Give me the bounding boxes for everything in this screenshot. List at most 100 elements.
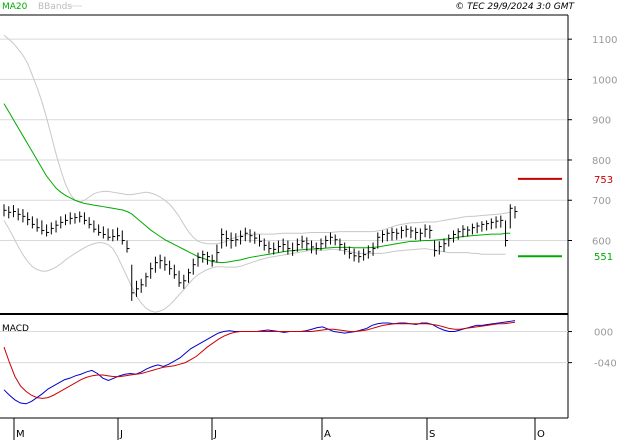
price-bar bbox=[277, 240, 281, 253]
price-bar bbox=[386, 229, 390, 242]
price-bar bbox=[509, 204, 513, 229]
price-bar bbox=[88, 217, 92, 229]
price-bar bbox=[268, 241, 272, 254]
price-bar bbox=[296, 238, 300, 252]
price-tick-label: 700 bbox=[592, 196, 611, 207]
price-bar bbox=[74, 213, 78, 224]
price-levels: 753 551 bbox=[518, 175, 613, 263]
price-bar bbox=[55, 220, 59, 233]
price-bar bbox=[83, 212, 87, 225]
price-bar bbox=[79, 211, 83, 223]
price-tick-label: 600 bbox=[592, 237, 611, 248]
price-bar bbox=[415, 227, 419, 240]
price-bar bbox=[481, 221, 485, 232]
ma20-series bbox=[3, 103, 511, 264]
price-bar bbox=[8, 206, 12, 219]
price-bar bbox=[93, 220, 97, 233]
price-bar bbox=[500, 215, 504, 228]
price-bar bbox=[462, 225, 466, 238]
price-bar bbox=[240, 230, 244, 245]
price-bar bbox=[287, 240, 291, 255]
price-bar bbox=[235, 233, 239, 247]
price-bar bbox=[448, 234, 452, 247]
price-bar bbox=[60, 216, 64, 229]
price-bar bbox=[315, 242, 319, 255]
ma20-line bbox=[3, 103, 511, 264]
price-bar bbox=[17, 208, 21, 221]
price-bar bbox=[471, 223, 475, 235]
price-bar bbox=[131, 264, 135, 301]
price-bar bbox=[206, 251, 210, 265]
macd-y-axis: 000 -040 bbox=[568, 328, 617, 370]
price-bar bbox=[230, 232, 234, 249]
price-y-axis: 1100 1000 900 800 700 600 bbox=[568, 35, 617, 248]
price-bar bbox=[121, 230, 125, 245]
price-bar bbox=[102, 226, 106, 239]
price-bar bbox=[292, 242, 296, 256]
price-bar bbox=[188, 268, 192, 283]
price-bar bbox=[344, 242, 348, 255]
price-bar bbox=[358, 250, 362, 263]
price-bar bbox=[159, 254, 163, 269]
price-bar bbox=[495, 216, 499, 229]
price-bar bbox=[244, 227, 248, 242]
price-bar bbox=[363, 248, 367, 261]
price-bar bbox=[434, 240, 438, 257]
price-bar bbox=[135, 280, 139, 297]
price-tick-label: 900 bbox=[592, 116, 611, 127]
price-bar bbox=[400, 226, 404, 239]
legend-ma20: MA20 bbox=[2, 2, 28, 12]
price-bar bbox=[505, 220, 509, 247]
price-bar bbox=[353, 248, 357, 262]
price-bar bbox=[429, 225, 433, 239]
price-bar bbox=[273, 242, 277, 255]
price-bar bbox=[457, 228, 461, 240]
price-bar bbox=[22, 209, 26, 223]
price-bar bbox=[183, 274, 187, 289]
macd-gridlines bbox=[0, 331, 568, 364]
price-bar bbox=[202, 250, 206, 263]
price-bar bbox=[173, 264, 177, 279]
price-bar bbox=[254, 231, 258, 244]
price-bar bbox=[36, 218, 40, 232]
price-bar bbox=[490, 218, 494, 230]
price-bar bbox=[486, 220, 490, 231]
x-tick-label: J bbox=[119, 429, 123, 440]
price-bar bbox=[410, 226, 414, 239]
price-bar bbox=[438, 241, 442, 255]
price-bar bbox=[367, 245, 371, 259]
price-bar bbox=[140, 278, 144, 293]
price-bar bbox=[31, 216, 35, 229]
price-bar bbox=[382, 230, 386, 243]
price-bar bbox=[325, 235, 329, 248]
price-bar bbox=[46, 224, 50, 237]
price-bar bbox=[301, 235, 305, 249]
price-bar bbox=[339, 238, 343, 251]
macd-lines bbox=[3, 320, 516, 405]
price-tick-label: 1100 bbox=[592, 35, 617, 46]
bollinger-bands bbox=[3, 34, 511, 313]
price-bar bbox=[221, 228, 225, 249]
price-bar bbox=[467, 226, 471, 237]
price-bar bbox=[452, 230, 456, 243]
price-bar bbox=[3, 204, 7, 217]
price-bar bbox=[126, 240, 130, 253]
copyright-stamp: © TEC 29/9/2024 3:0 GMT bbox=[455, 2, 575, 12]
macd-signal-line bbox=[3, 321, 516, 399]
price-bar bbox=[443, 238, 447, 252]
price-level-label: 551 bbox=[594, 252, 613, 263]
bbands-lower bbox=[3, 220, 506, 313]
price-bar bbox=[377, 232, 381, 249]
price-bar bbox=[320, 238, 324, 251]
price-bar bbox=[69, 212, 73, 225]
price-bar bbox=[405, 225, 409, 238]
price-bar bbox=[154, 256, 158, 273]
x-tick-label: S bbox=[429, 429, 435, 440]
price-bar bbox=[396, 228, 400, 240]
price-bar bbox=[306, 237, 310, 251]
price-bar bbox=[311, 240, 315, 254]
price-bar bbox=[192, 258, 196, 275]
price-bar bbox=[65, 214, 69, 226]
price-bar bbox=[164, 256, 168, 271]
